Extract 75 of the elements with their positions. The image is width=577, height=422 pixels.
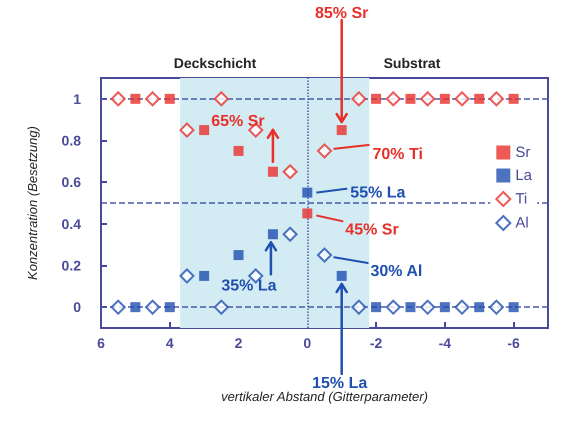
- point: [214, 91, 229, 106]
- point: [336, 270, 347, 281]
- y-tick-label: 0: [73, 299, 82, 316]
- annotation: 15% La: [312, 374, 368, 392]
- x-tick-label: -6: [507, 335, 520, 351]
- point: [454, 300, 470, 315]
- point: [508, 94, 519, 104]
- point: [199, 270, 210, 281]
- x-tick-label: 6: [97, 335, 106, 351]
- point: [179, 268, 194, 284]
- point: [179, 122, 194, 138]
- x-tick-label: -4: [438, 335, 452, 351]
- y-tick-label: 0.4: [62, 216, 82, 232]
- point: [302, 208, 312, 218]
- x-axis-title: vertikaler Abstand (Gitterparameter): [221, 389, 428, 404]
- y-tick-label: 0.2: [62, 258, 82, 274]
- legend-label: Ti: [515, 190, 528, 208]
- x-tick-label: -2: [370, 335, 383, 351]
- point: [268, 229, 278, 240]
- point: [282, 164, 298, 180]
- point: [420, 91, 436, 106]
- text: Deckschicht: [174, 55, 257, 71]
- annotation: 45% Sr: [345, 221, 399, 238]
- point: [110, 91, 126, 106]
- point: [454, 91, 470, 106]
- point: [488, 300, 504, 315]
- legend-label: La: [515, 167, 533, 184]
- point: [268, 166, 278, 177]
- point: [302, 188, 312, 198]
- point: [371, 94, 382, 104]
- point: [199, 125, 210, 136]
- x-tick-label: 2: [234, 335, 243, 351]
- point: [130, 94, 140, 104]
- point: [440, 94, 450, 104]
- x-tick-label: 4: [166, 335, 174, 351]
- y-axis-title: Konzentration (Besetzung): [25, 126, 40, 280]
- annotation: 30% Al: [370, 263, 422, 280]
- annotation: 55% La: [350, 184, 406, 202]
- legend-label: Sr: [515, 144, 530, 161]
- point: [234, 146, 244, 156]
- point: [405, 94, 416, 104]
- x-tick-label: 0: [303, 335, 312, 351]
- annotation: 65% Sr: [211, 112, 265, 130]
- point: [234, 250, 244, 260]
- point: [371, 302, 382, 312]
- point: [474, 94, 484, 104]
- text: Substrat: [384, 55, 441, 71]
- point: [440, 302, 450, 312]
- point: [130, 302, 140, 312]
- point: [386, 91, 401, 106]
- point: [474, 302, 484, 312]
- point: [351, 300, 366, 315]
- legend-label: Al: [515, 214, 529, 232]
- y-tick-label: 1: [73, 90, 82, 107]
- point: [145, 300, 160, 315]
- point: [164, 94, 175, 104]
- point: [214, 300, 229, 315]
- annotation: 35% La: [221, 277, 277, 294]
- point: [351, 91, 366, 106]
- point: [110, 300, 126, 315]
- point: [420, 300, 436, 315]
- point: [282, 226, 298, 242]
- point: [336, 125, 347, 136]
- point: [405, 302, 416, 312]
- y-tick-label: 0.8: [62, 132, 82, 148]
- point: [317, 143, 332, 158]
- annotation: 70% Ti: [372, 146, 423, 163]
- point: [386, 300, 401, 315]
- point: [488, 91, 504, 106]
- annotation: 85% Sr: [315, 5, 368, 22]
- point: [164, 302, 175, 312]
- y-tick-label: 0.6: [62, 174, 82, 190]
- point: [317, 248, 332, 263]
- point: [145, 91, 160, 106]
- point: [508, 302, 519, 312]
